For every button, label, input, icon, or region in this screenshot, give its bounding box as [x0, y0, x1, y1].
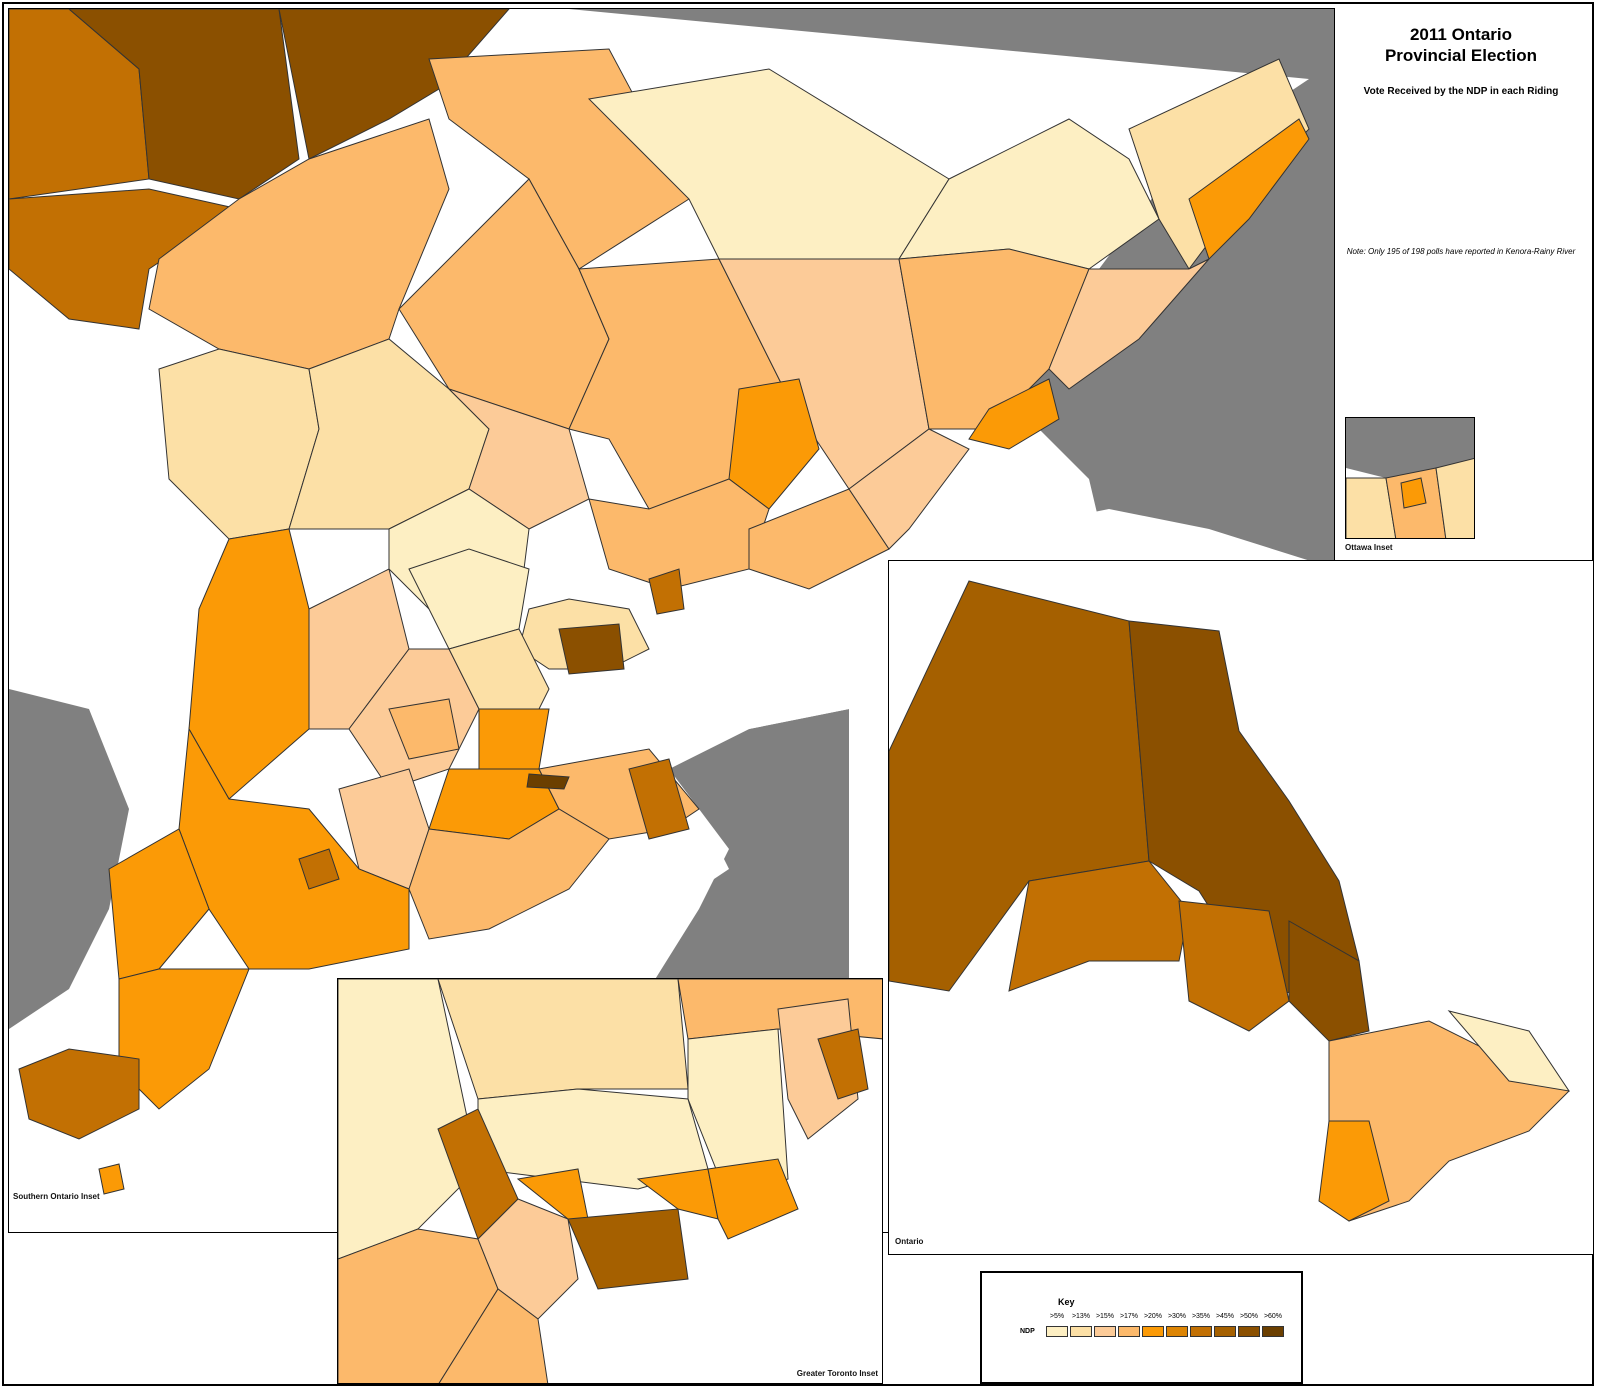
riding-simcoe: [448, 388, 590, 530]
ottawa-riding-core: [1400, 477, 1427, 509]
map-title-line1: 2011 Ontario: [1409, 25, 1513, 44]
gta-riding-lakeshore: [438, 1288, 549, 1383]
legend-title: Key: [1058, 1297, 1075, 1307]
riding-stcatharines: [526, 773, 570, 790]
riding-windsor: [18, 1048, 140, 1140]
gta-riding-north-west: [338, 979, 479, 1260]
ontario-algoma: [1178, 900, 1290, 1032]
gta-riding-east-dark: [817, 1028, 869, 1100]
ontario-east: [1447, 1010, 1571, 1092]
legend-row-label: NDP: [1020, 1328, 1035, 1335]
ottawa-inset-label: Ottawa Inset: [1345, 543, 1393, 552]
ottawa-grey-land: [1346, 418, 1474, 478]
gta-riding-scarborough: [707, 1158, 799, 1240]
legend-item: >45%: [1214, 1313, 1236, 1337]
legend-item: >17%: [1118, 1313, 1140, 1337]
gta-riding-north: [437, 979, 689, 1100]
us-land-northeast: [569, 9, 1334, 564]
ontario-thunder-bay: [1008, 860, 1190, 992]
riding-oshawa: [648, 568, 685, 615]
legend-swatch: [1262, 1326, 1284, 1337]
legend-item-label: >60%: [1263, 1313, 1283, 1320]
legend-swatch: [1166, 1326, 1188, 1337]
ontario-panel: Ontario: [888, 560, 1594, 1255]
legend-swatch: [1238, 1326, 1260, 1337]
legend-item-label: >15%: [1095, 1313, 1115, 1320]
ontario-inset-label: Ontario: [895, 1237, 924, 1246]
riding-huron-bruce: [188, 528, 310, 800]
legend-item-label: >13%: [1071, 1313, 1091, 1320]
map-title-line2: Provincial Election: [1384, 46, 1538, 65]
ontario-southwest: [1318, 1120, 1390, 1222]
map-title: 2011 Ontario Provincial Election: [1338, 24, 1584, 66]
legend-item: >15%: [1094, 1313, 1116, 1337]
legend-item: >5%: [1046, 1313, 1068, 1337]
legend-item-label: >50%: [1239, 1313, 1259, 1320]
riding-essex-tip: [98, 1163, 125, 1195]
legend: Key NDP >5% >13% >15% >17% >20% >30% >35% >45% >…: [980, 1271, 1303, 1384]
map-subtitle: Vote Received by the NDP in each Riding: [1363, 86, 1559, 97]
riding-glengarry: [1188, 118, 1310, 260]
us-land-west: [9, 689, 129, 1029]
toronto-inset-label: Greater Toronto Inset: [796, 1369, 878, 1378]
riding-far-north-east: [278, 9, 510, 160]
legend-item: >13%: [1070, 1313, 1092, 1337]
riding-nickel-belt-south: [728, 378, 820, 510]
riding-hamilton: [478, 708, 550, 770]
legend-item: >30%: [1166, 1313, 1188, 1337]
riding-leeds: [1048, 258, 1210, 390]
riding-toronto-dark: [558, 623, 625, 675]
southern-inset-label: Southern Ontario Inset: [13, 1192, 100, 1201]
legend-swatch: [1070, 1326, 1092, 1337]
legend-item: >50%: [1238, 1313, 1260, 1337]
map-note: Note: Only 195 of 198 polls have reporte…: [1346, 247, 1576, 256]
legend-item-label: >5%: [1049, 1313, 1065, 1320]
legend-item-label: >35%: [1191, 1313, 1211, 1320]
riding-london: [298, 848, 340, 890]
riding-dufferin: [408, 548, 530, 650]
ottawa-riding-west: [1346, 477, 1397, 538]
legend-swatch: [1046, 1326, 1068, 1337]
legend-item-label: >20%: [1143, 1313, 1163, 1320]
legend-item-label: >45%: [1215, 1313, 1235, 1320]
legend-item: >35%: [1190, 1313, 1212, 1337]
gta-riding-downtown: [567, 1208, 689, 1290]
legend-item: >60%: [1262, 1313, 1284, 1337]
legend-swatch: [1214, 1326, 1236, 1337]
legend-item-label: >17%: [1119, 1313, 1139, 1320]
legend-item: >20%: [1142, 1313, 1164, 1337]
ontario-map: [889, 580, 1571, 1222]
ontario-timmins: [1128, 620, 1360, 1002]
riding-welland: [628, 758, 690, 840]
toronto-map: [338, 979, 882, 1383]
legend-item-label: >30%: [1167, 1313, 1187, 1320]
ontario-nickel-belt: [1288, 920, 1370, 1042]
riding-northumberland: [748, 488, 890, 590]
ottawa-riding-east: [1435, 457, 1474, 538]
riding-kingston: [968, 378, 1060, 450]
ottawa-map: [1346, 418, 1474, 538]
riding-manitoulin: [9, 188, 241, 330]
ottawa-panel: [1345, 417, 1475, 539]
legend-swatch: [1142, 1326, 1164, 1337]
riding-kitchener: [388, 698, 460, 760]
legend-swatch: [1094, 1326, 1116, 1337]
riding-haldimand: [408, 808, 610, 940]
riding-quinte: [848, 428, 970, 550]
riding-sarnia: [108, 828, 210, 980]
legend-swatch: [1118, 1326, 1140, 1337]
toronto-panel: Greater Toronto Inset: [337, 978, 883, 1384]
lake-erie: [429, 829, 729, 969]
legend-swatch: [1190, 1326, 1212, 1337]
